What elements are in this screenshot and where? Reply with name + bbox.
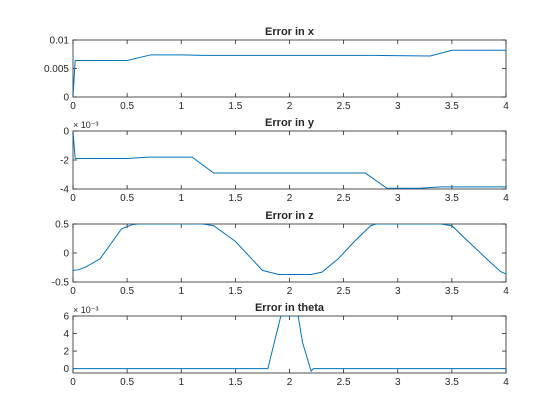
x-tick-label: 3	[395, 377, 401, 388]
y-tick-label: 4	[63, 329, 69, 340]
axes-box	[72, 223, 507, 283]
y-tick-label: 0	[63, 127, 69, 138]
y-tick-label: -2	[60, 156, 69, 167]
x-tick-label: 1	[178, 193, 184, 204]
x-tick-label: 2	[287, 377, 293, 388]
subplot-4: Error in theta 0 0.5 1 1.5 2 2.5 3 3.5 4 0 2 4 6 × 10⁻…	[63, 302, 509, 388]
x-tick-label: 0.5	[120, 377, 134, 388]
x-tick-label: 1.5	[228, 377, 242, 388]
x-tick-label: 2	[287, 286, 293, 297]
y-tick-label: 2	[63, 347, 69, 358]
x-tick-label: 1	[178, 286, 184, 297]
series-line-1	[73, 49, 506, 97]
x-tick-label: 1	[178, 101, 184, 112]
x-tick-label: 3.5	[445, 193, 459, 204]
axes-box	[72, 315, 507, 374]
x-tick-label: 3.5	[445, 286, 459, 297]
x-tick-label: 0	[70, 286, 76, 297]
x-tick-label: 2.5	[337, 377, 351, 388]
series-line-1	[73, 131, 506, 189]
x-tick-label: 4	[503, 286, 509, 297]
x-tick-label: 2.5	[337, 286, 351, 297]
y-tick-label: 0.01	[50, 36, 70, 47]
x-tick-label: 0	[70, 101, 76, 112]
subplot-title: Error in y	[265, 117, 315, 129]
axes-box	[72, 39, 507, 98]
x-tick-label: 3.5	[445, 101, 459, 112]
series-line-1	[73, 316, 506, 373]
y-exponent-label: × 10⁻³	[73, 305, 99, 315]
y-tick-label: 0	[63, 93, 69, 104]
subplot-2: Error in y 0 0.5 1 1.5 2 2.5 3 3.5 4 -4 -2 0 × 10⁻³	[60, 117, 509, 204]
y-tick-label: 0.5	[55, 220, 69, 231]
x-tick-label: 2	[287, 101, 293, 112]
series-line-1	[73, 224, 506, 275]
y-tick-label: 0	[63, 249, 69, 260]
y-tick-label: -0.5	[52, 278, 70, 289]
x-tick-label: 3	[395, 286, 401, 297]
y-tick-label: 0.005	[44, 64, 69, 75]
y-tick-label: 0	[63, 364, 69, 375]
subplot-title: Error in x	[265, 26, 315, 38]
x-tick-label: 1.5	[228, 286, 242, 297]
x-tick-label: 0.5	[120, 286, 134, 297]
y-exponent-label: × 10⁻³	[73, 120, 99, 130]
x-tick-label: 0	[70, 193, 76, 204]
x-tick-label: 0.5	[120, 193, 134, 204]
subplot-3: Error in z0 0.5 1 1.5 2 2.5 3 3.5 4-0.500.5	[52, 210, 509, 297]
axes-box	[72, 130, 507, 190]
subplot-1: Error in x 0 0.5 1 1.5 2 2.5 3 3.5 4 0 0.005 0.01	[44, 26, 509, 112]
x-tick-label: 4	[503, 193, 509, 204]
x-tick-label: 2.5	[337, 193, 351, 204]
subplot-title: Error in z	[265, 210, 314, 222]
x-tick-label: 0.5	[120, 101, 134, 112]
x-tick-label: 4	[503, 101, 509, 112]
x-tick-label: 3	[395, 193, 401, 204]
x-tick-label: 1	[178, 377, 184, 388]
x-tick-label: 1.5	[228, 193, 242, 204]
x-tick-label: 3	[395, 101, 401, 112]
x-tick-label: 2.5	[337, 101, 351, 112]
y-tick-label: -4	[60, 185, 69, 196]
subplot-title: Error in theta	[255, 302, 325, 314]
x-tick-label: 2	[287, 193, 293, 204]
x-tick-label: 1.5	[228, 101, 242, 112]
x-tick-label: 0	[70, 377, 76, 388]
y-tick-label: 6	[63, 312, 69, 323]
x-tick-label: 4	[503, 377, 509, 388]
x-tick-label: 3.5	[445, 377, 459, 388]
